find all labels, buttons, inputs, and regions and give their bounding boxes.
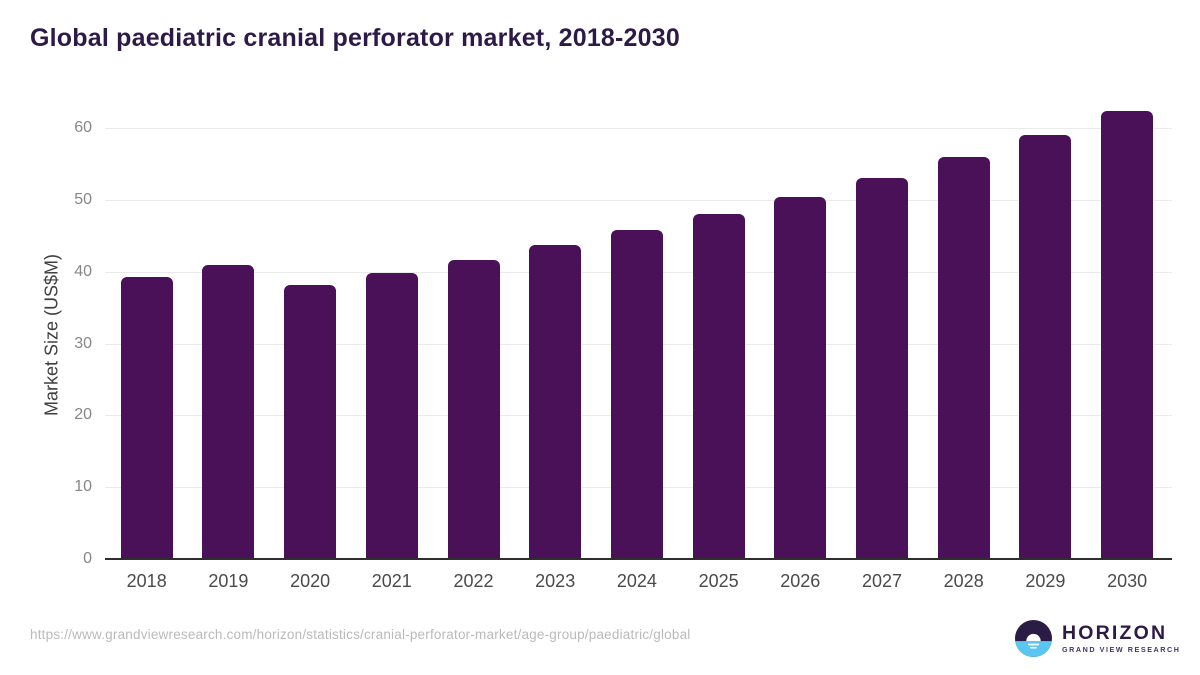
x-tick-label: 2030 — [1107, 571, 1148, 591]
bar-2025 — [692, 214, 745, 559]
horizon-logo: HORIZON GRAND VIEW RESEARCH — [1015, 620, 1181, 657]
x-tick-label: 2023 — [535, 571, 576, 591]
x-tick-label: 2025 — [698, 571, 739, 591]
x-tick-label: 2028 — [943, 571, 984, 591]
x-tick-label: 2029 — [1025, 571, 1066, 591]
logo-subtitle: GRAND VIEW RESEARCH — [1062, 645, 1181, 654]
y-tick-label: 40 — [74, 262, 92, 280]
y-tick-label: 30 — [74, 334, 92, 352]
y-tick-label: 60 — [74, 119, 92, 137]
bar-2020 — [284, 284, 337, 559]
logo-name: HORIZON — [1062, 622, 1168, 644]
x-tick-label: 2024 — [616, 571, 657, 591]
bar-2028 — [937, 156, 990, 559]
gridline — [105, 128, 1172, 130]
x-tick-label: 2020 — [290, 571, 331, 591]
horizon-sun-icon — [1015, 620, 1052, 657]
x-tick-label: 2021 — [371, 571, 412, 591]
bar-2030 — [1101, 110, 1154, 559]
bar-2019 — [202, 264, 255, 559]
source-url: https://www.grandviewresearch.com/horizo… — [30, 627, 691, 642]
gridline — [105, 200, 1172, 201]
y-tick-label: 0 — [83, 550, 92, 567]
x-axis-line — [105, 558, 1172, 560]
x-tick-label: 2019 — [208, 571, 249, 591]
x-tick-label: 2027 — [861, 571, 903, 591]
bar-2024 — [610, 230, 663, 559]
bar-2023 — [529, 245, 582, 559]
bar-2018 — [120, 276, 173, 559]
x-tick-label: 2022 — [453, 571, 494, 591]
bar-2021 — [365, 272, 418, 559]
x-tick-label: 2018 — [126, 571, 167, 591]
bar-2026 — [774, 197, 827, 559]
chart-title: Global paediatric cranial perforator mar… — [30, 24, 680, 52]
y-tick-label: 10 — [74, 478, 92, 496]
bar-2029 — [1019, 135, 1072, 559]
bar-2027 — [856, 178, 908, 559]
y-tick-label: 20 — [74, 406, 92, 424]
bar-2022 — [447, 259, 500, 559]
x-tick-label: 2026 — [780, 571, 821, 591]
y-tick-label: 50 — [74, 191, 92, 208]
